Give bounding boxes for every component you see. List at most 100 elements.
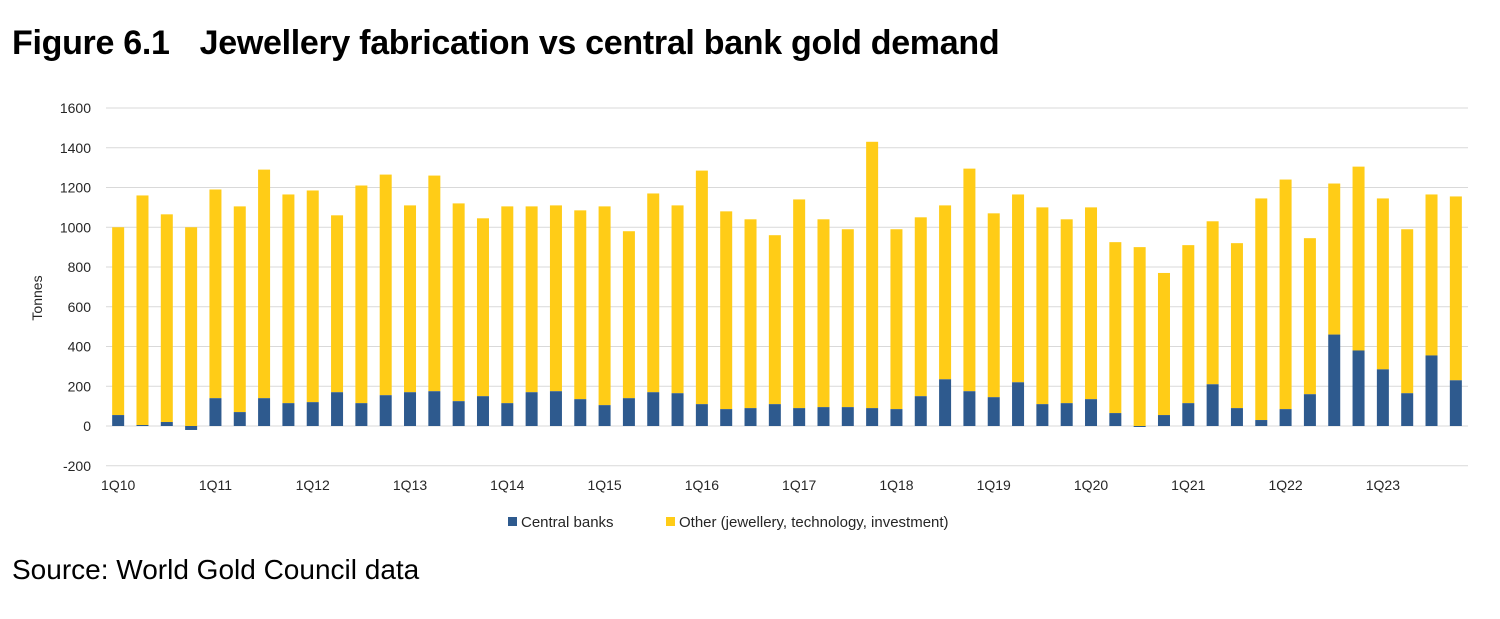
- bar-other-2Q10: [136, 195, 149, 426]
- bar-central-banks-2Q21: [1206, 384, 1219, 426]
- bar-other-2Q22: [1303, 238, 1316, 395]
- bar-central-banks-3Q13: [452, 401, 465, 426]
- figure-title-text: Jewellery fabrication vs central bank go…: [199, 24, 1000, 62]
- bar-other-3Q20: [1133, 247, 1146, 426]
- y-tick-label: 200: [68, 378, 92, 394]
- bar-other-2Q14: [525, 206, 538, 393]
- bar-other-4Q10: [185, 227, 198, 426]
- x-axis-ticks: 1Q10 1Q11 1Q12 1Q13 1Q14 1Q15 1Q16 1Q17 1Q18 1Q19…: [101, 477, 1400, 493]
- bar-central-banks-4Q22: [1352, 350, 1365, 426]
- bar-other-3Q15: [647, 193, 660, 393]
- bar-central-banks-3Q23: [1425, 355, 1438, 426]
- bar-central-banks-3Q21: [1230, 408, 1243, 426]
- bar-central-banks-4Q18: [963, 391, 976, 426]
- x-tick-label: 1Q14: [490, 477, 524, 493]
- x-tick-label: 1Q18: [879, 477, 913, 493]
- stacked-bar-chart: -200 0 200 400 600 800 1000 1200 1400 1600 Tonnes…: [29, 100, 1468, 531]
- y-tick-label: 600: [68, 299, 92, 315]
- bar-central-banks-1Q10: [112, 415, 125, 426]
- y-tick-label: 400: [68, 339, 92, 355]
- x-tick-label: 1Q10: [101, 477, 135, 493]
- bar-other-4Q19: [1060, 219, 1073, 404]
- bar-central-banks-1Q13: [404, 392, 417, 426]
- bar-central-banks-4Q10: [185, 426, 198, 430]
- bar-other-3Q17: [841, 229, 854, 408]
- bar-central-banks-4Q19: [1060, 403, 1073, 426]
- bar-other-2Q13: [428, 175, 441, 392]
- bar-central-banks-3Q22: [1328, 334, 1341, 426]
- legend-swatch-other: [666, 517, 675, 526]
- bar-other-4Q13: [476, 218, 489, 397]
- legend: Central banks Other (jewellery, technolo…: [508, 514, 949, 531]
- bar-central-banks-3Q10: [160, 422, 173, 426]
- x-tick-label: 1Q11: [199, 477, 232, 493]
- x-tick-label: 1Q21: [1171, 477, 1205, 493]
- bar-other-3Q21: [1230, 243, 1243, 409]
- bar-other-4Q14: [574, 210, 587, 400]
- bar-central-banks-3Q11: [258, 398, 271, 426]
- bar-other-1Q22: [1279, 179, 1292, 410]
- bar-central-banks-3Q12: [355, 403, 368, 426]
- bar-other-4Q15: [671, 205, 684, 394]
- bar-other-1Q17: [793, 199, 806, 409]
- bar-central-banks-1Q14: [501, 403, 514, 426]
- bar-other-2Q17: [817, 219, 830, 408]
- bar-central-banks-1Q15: [598, 405, 611, 426]
- bar-other-4Q12: [379, 174, 392, 396]
- bar-central-banks-2Q23: [1401, 393, 1414, 426]
- x-tick-label: 1Q12: [296, 477, 330, 493]
- bar-central-banks-1Q12: [306, 402, 319, 426]
- bar-central-banks-4Q11: [282, 403, 295, 426]
- x-tick-label: 1Q13: [393, 477, 427, 493]
- bar-other-4Q22: [1352, 166, 1365, 351]
- bar-other-4Q20: [1157, 272, 1170, 416]
- bar-central-banks-1Q22: [1279, 409, 1292, 426]
- bar-other-1Q12: [306, 190, 319, 403]
- bar-other-2Q12: [331, 215, 344, 393]
- x-tick-label: 1Q15: [587, 477, 621, 493]
- x-tick-label: 1Q16: [685, 477, 719, 493]
- bar-other-2Q11: [233, 206, 246, 413]
- y-tick-label: 1600: [60, 100, 91, 116]
- bar-central-banks-1Q20: [1085, 399, 1098, 426]
- x-tick-label: 1Q22: [1268, 477, 1302, 493]
- bars: [112, 141, 1462, 430]
- y-tick-label: 0: [83, 418, 91, 434]
- bar-central-banks-3Q20: [1133, 426, 1146, 427]
- y-tick-label: 1200: [60, 180, 91, 196]
- bar-other-4Q16: [768, 235, 781, 405]
- bar-other-4Q23: [1449, 196, 1462, 381]
- bar-other-1Q18: [890, 229, 903, 410]
- figure-number: Figure 6.1: [12, 24, 170, 62]
- bar-central-banks-1Q19: [987, 397, 1000, 426]
- bar-central-banks-2Q10: [136, 425, 149, 426]
- y-tick-label: 1400: [60, 140, 91, 156]
- bar-other-4Q18: [963, 168, 976, 392]
- bar-other-2Q19: [1012, 194, 1025, 383]
- bar-other-3Q22: [1328, 183, 1341, 335]
- y-tick-label: 1000: [60, 219, 91, 235]
- bar-central-banks-1Q17: [793, 408, 806, 426]
- bar-central-banks-3Q18: [939, 379, 952, 426]
- bar-other-1Q21: [1182, 245, 1195, 404]
- x-tick-label: 1Q17: [782, 477, 816, 493]
- y-axis-label: Tonnes: [29, 275, 45, 320]
- bar-central-banks-1Q18: [890, 409, 903, 426]
- bar-central-banks-1Q21: [1182, 403, 1195, 426]
- bar-central-banks-4Q15: [671, 393, 684, 426]
- bar-other-3Q14: [549, 205, 562, 392]
- legend-swatch-central-banks: [508, 517, 517, 526]
- bar-other-1Q10: [112, 227, 125, 416]
- bar-central-banks-1Q16: [695, 404, 708, 426]
- bar-central-banks-4Q12: [379, 395, 392, 426]
- bar-other-4Q11: [282, 194, 295, 404]
- bar-other-3Q23: [1425, 194, 1438, 356]
- bar-central-banks-3Q15: [647, 392, 660, 426]
- bar-other-3Q18: [939, 205, 952, 380]
- bar-other-1Q14: [501, 206, 514, 404]
- bar-central-banks-2Q11: [233, 412, 246, 426]
- y-tick-label: 800: [68, 259, 92, 275]
- bar-other-2Q18: [914, 217, 927, 397]
- bar-other-1Q11: [209, 189, 222, 399]
- bar-central-banks-2Q16: [720, 409, 733, 426]
